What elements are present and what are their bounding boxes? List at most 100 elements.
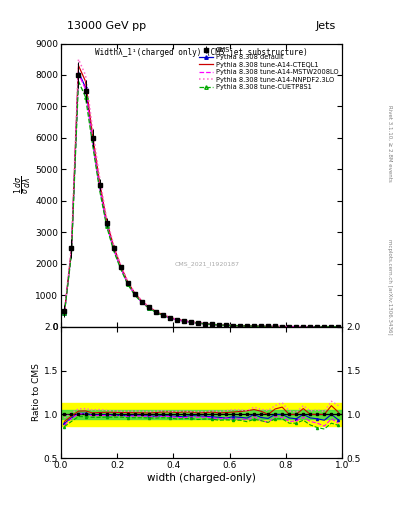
- Pythia 8.308 default: [245, 323, 250, 329]
- Pythia 8.308 tune-CUETP8S1: [294, 324, 299, 330]
- Pythia 8.308 tune-A14-CTEQL1: [174, 316, 179, 323]
- Pythia 8.308 tune-A14-NNPDF2.3LO: [90, 125, 95, 132]
- Pythia 8.308 default: [146, 305, 151, 311]
- Pythia 8.308 default: [280, 324, 285, 330]
- Pythia 8.308 tune-CUETP8S1: [245, 323, 250, 329]
- Pythia 8.308 tune-CUETP8S1: [273, 324, 277, 330]
- Pythia 8.308 default: [132, 291, 137, 297]
- Pythia 8.308 tune-A14-MSTW2008LO: [90, 138, 95, 144]
- Pythia 8.308 default: [167, 315, 172, 321]
- Pythia 8.308 tune-CUETP8S1: [322, 324, 327, 330]
- Pythia 8.308 tune-A14-NNPDF2.3LO: [231, 323, 235, 329]
- Pythia 8.308 default: [252, 323, 257, 329]
- Pythia 8.308 tune-A14-CTEQL1: [132, 290, 137, 296]
- Pythia 8.308 tune-A14-CTEQL1: [118, 263, 123, 269]
- Pythia 8.308 tune-A14-NNPDF2.3LO: [273, 324, 277, 330]
- Pythia 8.308 tune-A14-MSTW2008LO: [209, 322, 214, 328]
- Pythia 8.308 tune-A14-NNPDF2.3LO: [111, 242, 116, 248]
- Pythia 8.308 tune-A14-CTEQL1: [167, 314, 172, 321]
- Pythia 8.308 default: [336, 324, 341, 330]
- Pythia 8.308 tune-A14-NNPDF2.3LO: [287, 324, 292, 330]
- Pythia 8.308 tune-A14-NNPDF2.3LO: [266, 323, 270, 329]
- Pythia 8.308 tune-A14-CTEQL1: [182, 317, 186, 324]
- Pythia 8.308 default: [238, 323, 242, 329]
- Pythia 8.308 tune-A14-NNPDF2.3LO: [132, 289, 137, 295]
- Pythia 8.308 default: [231, 323, 235, 329]
- Pythia 8.308 tune-A14-MSTW2008LO: [224, 322, 228, 328]
- Pythia 8.308 tune-CUETP8S1: [76, 78, 81, 84]
- Pythia 8.308 tune-A14-MSTW2008LO: [287, 324, 292, 330]
- Pythia 8.308 tune-CUETP8S1: [202, 321, 207, 327]
- Pythia 8.308 tune-A14-CTEQL1: [202, 321, 207, 327]
- Pythia 8.308 tune-A14-NNPDF2.3LO: [189, 319, 193, 325]
- Pythia 8.308 tune-A14-CTEQL1: [308, 324, 313, 330]
- Line: Pythia 8.308 tune-CUETP8S1: Pythia 8.308 tune-CUETP8S1: [63, 79, 340, 329]
- Text: Rivet 3.1.10, ≥ 2.8M events: Rivet 3.1.10, ≥ 2.8M events: [387, 105, 392, 182]
- Pythia 8.308 tune-A14-NNPDF2.3LO: [202, 321, 207, 327]
- Pythia 8.308 default: [182, 318, 186, 324]
- Pythia 8.308 default: [174, 316, 179, 323]
- Y-axis label: Ratio to CMS: Ratio to CMS: [32, 364, 41, 421]
- Pythia 8.308 tune-A14-CTEQL1: [217, 322, 221, 328]
- Pythia 8.308 tune-A14-MSTW2008LO: [266, 324, 270, 330]
- Pythia 8.308 tune-A14-NNPDF2.3LO: [83, 72, 88, 78]
- Pythia 8.308 default: [294, 324, 299, 330]
- Pythia 8.308 tune-A14-NNPDF2.3LO: [104, 215, 109, 221]
- Pythia 8.308 default: [90, 136, 95, 142]
- Text: Widthλ_1¹(charged only) (CMS jet substructure): Widthλ_1¹(charged only) (CMS jet substru…: [95, 48, 308, 57]
- Pythia 8.308 default: [308, 324, 313, 330]
- Pythia 8.308 default: [209, 322, 214, 328]
- Text: Jets: Jets: [316, 21, 336, 31]
- Pythia 8.308 tune-A14-NNPDF2.3LO: [140, 297, 144, 304]
- Legend: CMS, Pythia 8.308 default, Pythia 8.308 tune-A14-CTEQL1, Pythia 8.308 tune-A14-M: CMS, Pythia 8.308 default, Pythia 8.308 …: [197, 46, 340, 92]
- Pythia 8.308 tune-CUETP8S1: [167, 315, 172, 321]
- Pythia 8.308 tune-A14-NNPDF2.3LO: [69, 243, 74, 249]
- Pythia 8.308 tune-CUETP8S1: [280, 324, 285, 330]
- Pythia 8.308 tune-A14-NNPDF2.3LO: [97, 174, 102, 180]
- Pythia 8.308 tune-A14-CTEQL1: [62, 309, 67, 315]
- Pythia 8.308 default: [322, 324, 327, 330]
- Text: mcplots.cern.ch [arXiv:1306.3436]: mcplots.cern.ch [arXiv:1306.3436]: [387, 239, 392, 334]
- Pythia 8.308 tune-A14-CTEQL1: [90, 132, 95, 138]
- Pythia 8.308 tune-A14-NNPDF2.3LO: [252, 323, 257, 329]
- Pythia 8.308 tune-A14-MSTW2008LO: [245, 323, 250, 329]
- Pythia 8.308 tune-A14-CTEQL1: [287, 324, 292, 330]
- Pythia 8.308 default: [125, 280, 130, 286]
- Pythia 8.308 tune-A14-CTEQL1: [301, 324, 306, 330]
- Pythia 8.308 tune-CUETP8S1: [118, 266, 123, 272]
- Pythia 8.308 default: [97, 183, 102, 189]
- Text: 13000 GeV pp: 13000 GeV pp: [66, 21, 146, 31]
- Pythia 8.308 default: [83, 84, 88, 91]
- Pythia 8.308 tune-CUETP8S1: [315, 324, 320, 330]
- Pythia 8.308 default: [329, 324, 334, 330]
- Pythia 8.308 tune-A14-MSTW2008LO: [273, 324, 277, 330]
- Pythia 8.308 tune-A14-CTEQL1: [146, 304, 151, 310]
- Pythia 8.308 default: [196, 320, 200, 326]
- Pythia 8.308 tune-A14-MSTW2008LO: [62, 310, 67, 316]
- Pythia 8.308 tune-A14-CTEQL1: [259, 323, 263, 329]
- Pythia 8.308 tune-A14-MSTW2008LO: [167, 315, 172, 321]
- Pythia 8.308 tune-A14-NNPDF2.3LO: [76, 56, 81, 62]
- Pythia 8.308 tune-CUETP8S1: [132, 292, 137, 298]
- Pythia 8.308 tune-A14-CTEQL1: [160, 312, 165, 318]
- Pythia 8.308 tune-A14-MSTW2008LO: [280, 324, 285, 330]
- Pythia 8.308 tune-A14-MSTW2008LO: [252, 323, 257, 329]
- Pythia 8.308 tune-A14-CTEQL1: [231, 323, 235, 329]
- Pythia 8.308 tune-A14-NNPDF2.3LO: [294, 324, 299, 330]
- Pythia 8.308 tune-A14-NNPDF2.3LO: [259, 323, 263, 329]
- Pythia 8.308 tune-CUETP8S1: [111, 247, 116, 253]
- Pythia 8.308 tune-A14-MSTW2008LO: [146, 305, 151, 311]
- Pythia 8.308 tune-A14-NNPDF2.3LO: [62, 309, 67, 315]
- Pythia 8.308 tune-A14-MSTW2008LO: [329, 324, 334, 330]
- Pythia 8.308 tune-A14-MSTW2008LO: [217, 322, 221, 328]
- Pythia 8.308 tune-A14-MSTW2008LO: [83, 86, 88, 92]
- Pythia 8.308 default: [104, 221, 109, 227]
- Pythia 8.308 default: [153, 309, 158, 315]
- Pythia 8.308 default: [140, 299, 144, 305]
- Pythia 8.308 tune-CUETP8S1: [97, 187, 102, 193]
- Pythia 8.308 tune-CUETP8S1: [224, 322, 228, 328]
- Pythia 8.308 tune-A14-CTEQL1: [273, 324, 277, 330]
- Pythia 8.308 tune-A14-NNPDF2.3LO: [182, 317, 186, 324]
- Pythia 8.308 tune-A14-CTEQL1: [294, 324, 299, 330]
- Pythia 8.308 tune-A14-MSTW2008LO: [294, 324, 299, 330]
